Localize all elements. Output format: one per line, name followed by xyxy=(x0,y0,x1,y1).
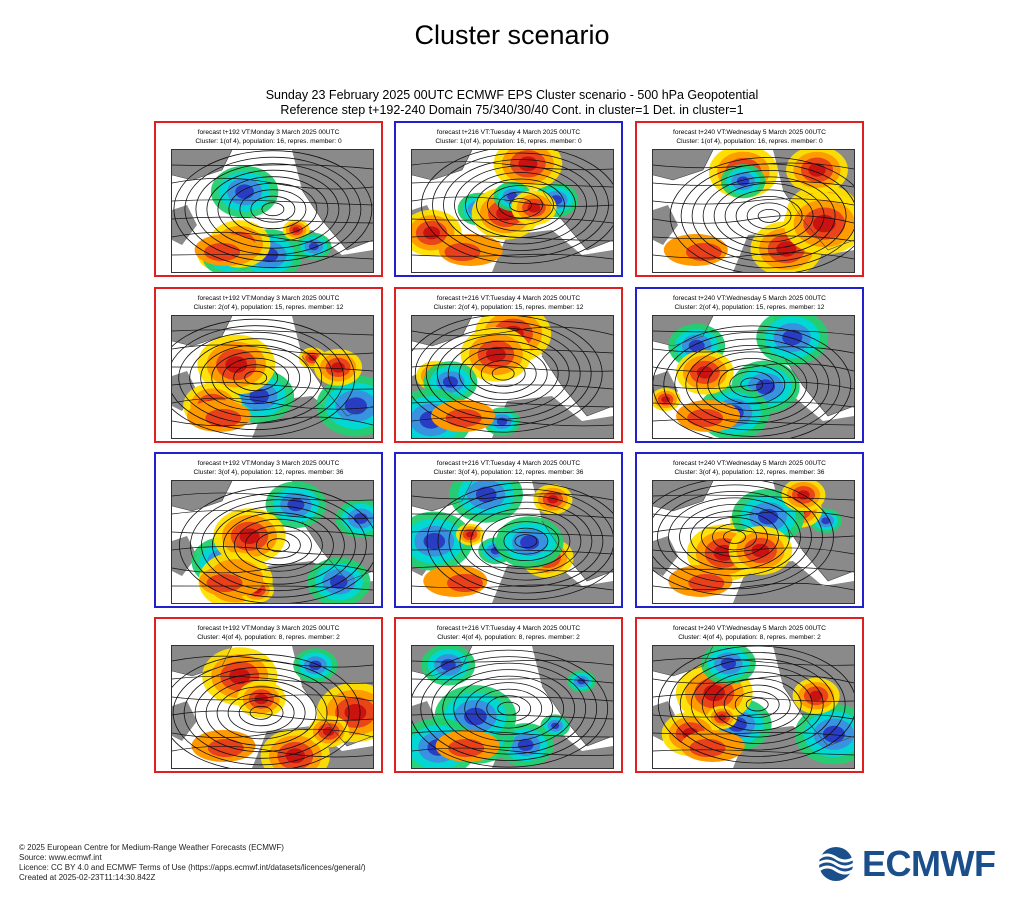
cluster-panel: forecast t+192 VT:Monday 3 March 2025 00… xyxy=(154,121,383,277)
panel-cluster-info: Cluster: 3(of 4), population: 12, repres… xyxy=(433,468,584,476)
chart-header: Sunday 23 February 2025 00UTC ECMWF EPS … xyxy=(155,88,869,118)
panel-cluster-info: Cluster: 3(of 4), population: 12, repres… xyxy=(674,468,825,476)
geopotential-map xyxy=(652,645,855,769)
panel-title: forecast t+216 VT:Tuesday 4 March 2025 0… xyxy=(396,625,621,642)
panel-cluster-info: Cluster: 1(of 4), population: 16, repres… xyxy=(435,137,582,145)
panel-title: forecast t+192 VT:Monday 3 March 2025 00… xyxy=(156,460,381,477)
ecmwf-logo-text: ECMWF xyxy=(862,843,996,884)
cluster-panel: forecast t+240 VT:Wednesday 5 March 2025… xyxy=(635,121,864,277)
panel-cluster-info: Cluster: 4(of 4), population: 8, repres.… xyxy=(197,633,340,641)
panel-forecast-time: forecast t+240 VT:Wednesday 5 March 2025… xyxy=(673,460,826,467)
panel-forecast-time: forecast t+192 VT:Monday 3 March 2025 00… xyxy=(197,129,340,136)
geopotential-map xyxy=(411,480,614,604)
cluster-panel: forecast t+192 VT:Monday 3 March 2025 00… xyxy=(154,287,383,443)
geopotential-map xyxy=(411,645,614,769)
footer-created: Created at 2025-02-23T11:14:30.842Z xyxy=(19,873,156,882)
cluster-panel: forecast t+216 VT:Tuesday 4 March 2025 0… xyxy=(394,287,623,443)
panel-title: forecast t+240 VT:Wednesday 5 March 2025… xyxy=(637,295,862,312)
cluster-panel: forecast t+216 VT:Tuesday 4 March 2025 0… xyxy=(394,121,623,277)
panel-cluster-info: Cluster: 2(of 4), population: 15, repres… xyxy=(433,303,584,311)
geopotential-map xyxy=(652,149,855,273)
page-title: Cluster scenario xyxy=(414,20,610,50)
geopotential-map xyxy=(171,480,374,604)
panel-title: forecast t+216 VT:Tuesday 4 March 2025 0… xyxy=(396,129,621,146)
geopotential-map xyxy=(171,315,374,439)
ecmwf-waves-icon xyxy=(817,847,855,881)
panel-title: forecast t+192 VT:Monday 3 March 2025 00… xyxy=(156,295,381,312)
panel-forecast-time: forecast t+216 VT:Tuesday 4 March 2025 0… xyxy=(436,295,581,302)
panel-title: forecast t+192 VT:Monday 3 March 2025 00… xyxy=(156,129,381,146)
panel-forecast-time: forecast t+240 VT:Wednesday 5 March 2025… xyxy=(673,625,826,632)
panel-cluster-info: Cluster: 1(of 4), population: 16, repres… xyxy=(676,137,823,145)
cluster-panel: forecast t+216 VT:Tuesday 4 March 2025 0… xyxy=(394,452,623,608)
panel-title: forecast t+240 VT:Wednesday 5 March 2025… xyxy=(637,129,862,146)
panel-forecast-time: forecast t+216 VT:Tuesday 4 March 2025 0… xyxy=(436,460,581,467)
geopotential-map xyxy=(411,149,614,273)
panel-title: forecast t+192 VT:Monday 3 March 2025 00… xyxy=(156,625,381,642)
header-line-2: Reference step t+192-240 Domain 75/340/3… xyxy=(280,103,744,117)
panel-forecast-time: forecast t+192 VT:Monday 3 March 2025 00… xyxy=(197,295,340,302)
panel-forecast-time: forecast t+216 VT:Tuesday 4 March 2025 0… xyxy=(436,129,581,136)
cluster-panel: forecast t+240 VT:Wednesday 5 March 2025… xyxy=(635,452,864,608)
cluster-panel: forecast t+192 VT:Monday 3 March 2025 00… xyxy=(154,617,383,773)
panel-forecast-time: forecast t+240 VT:Wednesday 5 March 2025… xyxy=(673,129,826,136)
panel-cluster-info: Cluster: 2(of 4), population: 15, repres… xyxy=(674,303,825,311)
footer: © 2025 European Centre for Medium-Range … xyxy=(19,843,366,883)
geopotential-map xyxy=(652,315,855,439)
panel-title: forecast t+216 VT:Tuesday 4 March 2025 0… xyxy=(396,295,621,312)
geopotential-map xyxy=(171,149,374,273)
panel-title: forecast t+216 VT:Tuesday 4 March 2025 0… xyxy=(396,460,621,477)
cluster-panel: forecast t+216 VT:Tuesday 4 March 2025 0… xyxy=(394,617,623,773)
panel-forecast-time: forecast t+216 VT:Tuesday 4 March 2025 0… xyxy=(436,625,581,632)
panel-cluster-info: Cluster: 2(of 4), population: 15, repres… xyxy=(193,303,344,311)
footer-source: Source: www.ecmwf.int xyxy=(19,853,102,862)
geopotential-map xyxy=(411,315,614,439)
cluster-panel: forecast t+240 VT:Wednesday 5 March 2025… xyxy=(635,617,864,773)
panel-forecast-time: forecast t+192 VT:Monday 3 March 2025 00… xyxy=(197,460,340,467)
panel-cluster-info: Cluster: 3(of 4), population: 12, repres… xyxy=(193,468,344,476)
panel-title: forecast t+240 VT:Wednesday 5 March 2025… xyxy=(637,460,862,477)
footer-copyright: © 2025 European Centre for Medium-Range … xyxy=(19,843,284,852)
panel-cluster-info: Cluster: 4(of 4), population: 8, repres.… xyxy=(437,633,580,641)
panel-forecast-time: forecast t+240 VT:Wednesday 5 March 2025… xyxy=(673,295,826,302)
geopotential-map xyxy=(652,480,855,604)
ecmwf-logo: ECMWF xyxy=(814,843,1006,884)
panel-cluster-info: Cluster: 1(of 4), population: 16, repres… xyxy=(195,137,342,145)
header-line-1: Sunday 23 February 2025 00UTC ECMWF EPS … xyxy=(265,88,759,102)
panel-forecast-time: forecast t+192 VT:Monday 3 March 2025 00… xyxy=(197,625,340,632)
cluster-panel: forecast t+192 VT:Monday 3 March 2025 00… xyxy=(154,452,383,608)
cluster-panel: forecast t+240 VT:Wednesday 5 March 2025… xyxy=(635,287,864,443)
panel-title: forecast t+240 VT:Wednesday 5 March 2025… xyxy=(637,625,862,642)
cluster-panel-grid: forecast t+192 VT:Monday 3 March 2025 00… xyxy=(154,121,870,777)
footer-licence: Licence: CC BY 4.0 and ECMWF Terms of Us… xyxy=(19,863,366,872)
panel-cluster-info: Cluster: 4(of 4), population: 8, repres.… xyxy=(678,633,821,641)
geopotential-map xyxy=(171,645,374,769)
